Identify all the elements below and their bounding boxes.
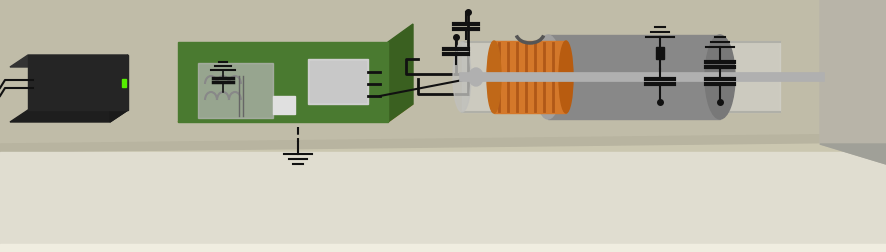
Ellipse shape xyxy=(534,36,562,119)
Bar xyxy=(548,36,720,119)
Bar xyxy=(462,43,780,113)
Bar xyxy=(273,97,295,115)
Polygon shape xyxy=(10,111,128,122)
Bar xyxy=(494,42,566,114)
Bar xyxy=(656,48,664,60)
Polygon shape xyxy=(28,56,128,111)
Bar xyxy=(198,64,273,118)
Bar xyxy=(308,60,368,105)
Bar xyxy=(122,80,126,88)
Polygon shape xyxy=(388,25,413,122)
Bar xyxy=(0,244,886,252)
Polygon shape xyxy=(0,135,886,152)
Polygon shape xyxy=(10,56,128,68)
Polygon shape xyxy=(110,56,128,122)
Ellipse shape xyxy=(559,42,573,114)
Ellipse shape xyxy=(453,43,471,113)
Ellipse shape xyxy=(469,69,483,87)
Polygon shape xyxy=(820,0,886,164)
Ellipse shape xyxy=(705,36,735,119)
Polygon shape xyxy=(820,144,886,164)
Bar xyxy=(310,62,366,103)
Bar xyxy=(0,152,886,252)
Polygon shape xyxy=(0,0,886,144)
Polygon shape xyxy=(178,43,388,122)
Polygon shape xyxy=(178,105,413,122)
Ellipse shape xyxy=(487,42,501,114)
